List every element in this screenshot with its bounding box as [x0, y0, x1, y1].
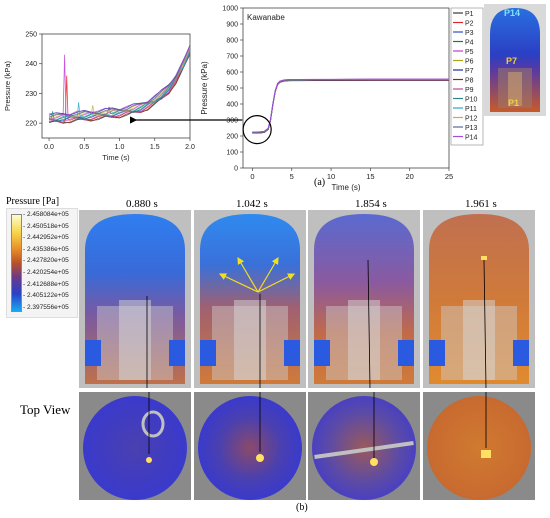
- vessel-geometry-image: P14 P7 P1: [484, 4, 546, 116]
- top-view-3: [308, 392, 420, 500]
- legend-label-P5: P5: [465, 49, 474, 56]
- time-label-1: 0.880 s: [126, 198, 158, 210]
- inset-ytick-label: 250: [25, 32, 37, 39]
- inset-y-axis-label: Pressure (kPa): [3, 60, 12, 111]
- top-view-label: Top View: [20, 402, 71, 417]
- top-view-1: [79, 392, 191, 500]
- inset-xtick-label: 1.5: [150, 144, 160, 151]
- main-xtick-label: 5: [290, 172, 294, 181]
- inset-xtick-label: 0.5: [79, 144, 89, 151]
- legend-label-P2: P2: [465, 21, 474, 28]
- side-view-2: [194, 210, 306, 388]
- colorbar-title: Pressure [Pa]: [6, 196, 60, 207]
- inset-series-P10: [48, 53, 191, 122]
- legend-label-P13: P13: [465, 125, 478, 132]
- main-xtick-label: 0: [250, 172, 254, 181]
- inset-xtick-label: 1.0: [115, 144, 125, 151]
- inset-series-P9: [48, 54, 191, 123]
- vessel-label-p1: P1: [508, 98, 520, 108]
- legend-label-P6: P6: [465, 59, 474, 66]
- time-label-4: 1.961 s: [465, 198, 497, 210]
- inset-x-axis-label: Time (s): [102, 153, 130, 162]
- inset-series-P8: [48, 54, 191, 124]
- colorbar-tick-label: - 2.458084e+05: [23, 211, 69, 218]
- figure-label-b: (b): [296, 502, 308, 513]
- legend-label-P1: P1: [465, 11, 474, 18]
- colorbar-box: - 2.458084e+05 - 2.450518e+05 - 2.442952e+…: [6, 208, 78, 318]
- main-chart: 0 100 200 300 400 500 600 700 800 900 1000 0 5 10 15 20…: [200, 6, 484, 192]
- main-xtick-label: 25: [445, 172, 453, 181]
- colorbar-tick-label: - 2.397556e+05: [23, 303, 69, 311]
- inset-series-P14: [48, 45, 191, 116]
- legend-label-P10: P10: [465, 97, 478, 104]
- legend-label-P8: P8: [465, 78, 474, 85]
- top-view-2: [194, 392, 306, 500]
- inset-ytick-label: 220: [25, 121, 37, 128]
- side-view-1: [79, 210, 191, 388]
- zoom-arrow: [130, 116, 242, 124]
- main-annotation-kawanabe: Kawanabe: [247, 13, 285, 22]
- inset-series-P12: [48, 47, 191, 120]
- legend-label-P11: P11: [465, 106, 477, 113]
- side-view-3: [308, 210, 420, 388]
- main-xtick-label: 15: [366, 172, 374, 181]
- main-ytick-label: 200: [226, 134, 238, 141]
- colorbar-tick-label: - 2.427820e+05: [23, 257, 69, 265]
- inset-series-P5: [48, 48, 191, 120]
- top-view-4: [423, 392, 535, 500]
- colorbar-gradient: [11, 214, 22, 312]
- main-ytick-label: 1000: [222, 6, 238, 13]
- inset-ytick-label: 240: [25, 61, 37, 68]
- highlight-circle: [242, 115, 272, 145]
- vessel-label-p14: P14: [504, 8, 521, 18]
- legend-label-P4: P4: [465, 40, 474, 47]
- main-y-axis-label: Pressure (kPa): [200, 61, 209, 115]
- main-ytick-label: 300: [226, 118, 238, 125]
- legend-label-P14: P14: [465, 135, 478, 142]
- main-legend: [450, 7, 484, 146]
- colorbar-tick-label: - 2.420254e+05: [23, 269, 69, 276]
- main-xtick-label: 10: [327, 172, 335, 181]
- legend-label-P9: P9: [465, 87, 474, 94]
- colorbar-tick-label: - 2.435386e+05: [23, 245, 69, 253]
- main-ytick-label: 0: [234, 166, 238, 173]
- side-view-4: [423, 210, 535, 388]
- inset-xtick-label: 0.0: [44, 144, 54, 151]
- time-label-3: 1.854 s: [355, 198, 387, 210]
- legend-label-P3: P3: [465, 30, 474, 37]
- vessel-label-p7: P7: [506, 56, 518, 66]
- colorbar-tick-label: - 2.442952e+05: [23, 234, 69, 242]
- main-ytick-label: 400: [226, 102, 238, 109]
- main-ytick-label: 800: [226, 38, 238, 45]
- legend-label-P7: P7: [465, 68, 474, 75]
- main-ytick-label: 600: [226, 70, 238, 77]
- time-label-2: 1.042 s: [236, 198, 268, 210]
- main-xtick-label: 20: [406, 172, 414, 181]
- inset-chart: 220 230 240 250 0.0 0.5 1.0 1.5 2.0 Time (s) Press…: [3, 32, 195, 163]
- main-ytick-label: 700: [226, 54, 238, 61]
- main-x-axis-label: Time (s): [331, 183, 360, 192]
- inset-ytick-label: 230: [25, 91, 37, 98]
- legend-label-P12: P12: [465, 116, 478, 123]
- main-series-P14: [252, 78, 449, 133]
- main-ytick-label: 500: [226, 86, 238, 93]
- inset-xtick-label: 2.0: [185, 144, 195, 151]
- colorbar-tick-label: - 2.450518e+05: [23, 222, 69, 230]
- main-ytick-label: 100: [226, 150, 238, 157]
- main-ytick-label: 900: [226, 22, 238, 29]
- colorbar-tick-label: - 2.405122e+05: [23, 292, 69, 300]
- main-plot-frame: [242, 7, 450, 169]
- figure-label-a: (a): [314, 177, 326, 188]
- colorbar-tick-label: - 2.412688e+05: [23, 280, 69, 288]
